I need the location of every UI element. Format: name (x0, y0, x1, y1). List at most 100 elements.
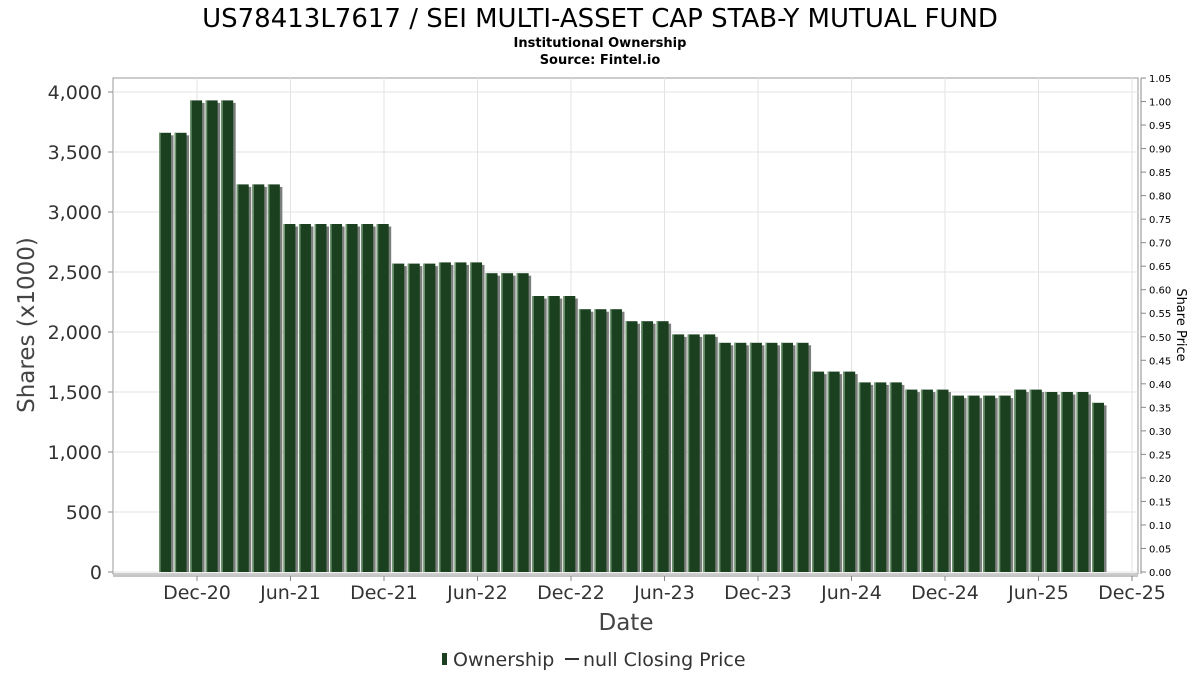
right-tick-label: 0.25 (1149, 450, 1171, 461)
bar-swatch-icon (442, 653, 447, 665)
bar (174, 132, 190, 573)
x-tick-label: Dec-22 (537, 582, 605, 604)
right-tick-label: 0.10 (1149, 521, 1171, 532)
y-tick-label: 3,000 (48, 202, 102, 224)
bar (345, 224, 361, 572)
bar (967, 395, 983, 572)
bar (718, 342, 734, 572)
right-tick-label: 0.50 (1149, 333, 1171, 344)
bar (1014, 389, 1029, 572)
bar (1076, 392, 1091, 572)
y-tick-label: 2,000 (48, 322, 102, 344)
bar (298, 224, 314, 572)
right-tick-label: 0.00 (1149, 568, 1171, 579)
right-tick-label: 0.20 (1149, 474, 1171, 485)
bar (749, 342, 765, 572)
right-tick-label: 0.90 (1149, 145, 1171, 156)
bar (330, 224, 345, 572)
bar (625, 321, 640, 572)
x-tick-label: Dec-24 (911, 582, 979, 604)
bar (734, 342, 749, 572)
y-tick-label: 2,500 (48, 262, 102, 284)
bar (470, 262, 485, 572)
right-tick-label: 0.75 (1149, 215, 1171, 226)
right-tick-label: 0.15 (1149, 497, 1171, 508)
bar (236, 184, 252, 572)
bar (905, 389, 920, 572)
right-tick-label: 0.80 (1149, 192, 1171, 203)
x-tick-label: Jun-24 (820, 582, 882, 604)
bar (532, 296, 547, 572)
bar (874, 382, 889, 572)
x-tick-label: Jun-21 (259, 582, 321, 604)
chart-subtitle-ownership: Institutional Ownership (514, 36, 687, 51)
bar (1045, 392, 1060, 572)
right-tick-label: 1.05 (1149, 74, 1171, 85)
bar (920, 389, 936, 572)
bar (454, 262, 469, 572)
x-tick-label: Dec-23 (724, 582, 792, 604)
x-tick-label: Jun-22 (446, 582, 508, 604)
bar (516, 273, 532, 572)
y-tick-label: 1,000 (48, 442, 102, 464)
bar (252, 184, 267, 572)
bar (485, 273, 501, 572)
bar (765, 342, 780, 572)
bar (781, 342, 796, 572)
x-tick-label: Dec-21 (350, 582, 418, 604)
bar (858, 382, 874, 572)
bar (952, 395, 967, 572)
y-tick-label: 500 (66, 502, 102, 524)
right-axis-ticks: 0.00 0.05 0.10 0.15 0.20 0.25 0.30 0.35 0.40 0.45… (1141, 74, 1171, 579)
right-tick-label: 0.65 (1149, 262, 1171, 273)
bar (983, 395, 998, 572)
bar (267, 184, 283, 572)
x-tick-label: Jun-23 (633, 582, 695, 604)
bar (889, 382, 905, 572)
right-tick-label: 0.70 (1149, 239, 1171, 250)
right-tick-label: 0.40 (1149, 380, 1171, 391)
x-axis-ticks: Dec-20 Jun-21 Dec-21 Jun-22 Dec-22 Jun-23 Dec-… (163, 576, 1166, 604)
bar (936, 389, 951, 572)
right-tick-label: 0.45 (1149, 356, 1171, 367)
x-tick-label: Dec-25 (1098, 582, 1166, 604)
bar (190, 100, 205, 573)
right-tick-label: 0.85 (1149, 168, 1171, 179)
bar (547, 296, 563, 572)
y-tick-label: 4,000 (48, 82, 102, 104)
y-tick-label: 0 (90, 562, 102, 584)
x-tick-label: Jun-25 (1007, 582, 1069, 604)
legend-label-closing-price: null Closing Price (583, 649, 746, 671)
x-tick-label: Dec-20 (163, 582, 231, 604)
bar (656, 321, 672, 572)
bar (159, 132, 174, 573)
bar (796, 342, 812, 572)
bar (843, 371, 858, 572)
right-tick-label: 0.05 (1149, 544, 1171, 555)
bar (221, 100, 236, 573)
right-tick-label: 0.95 (1149, 121, 1171, 132)
bar (438, 262, 454, 572)
bar (687, 334, 703, 572)
bar (641, 321, 656, 572)
bar (314, 224, 329, 572)
y-tick-label: 1,500 (48, 382, 102, 404)
bar (423, 263, 438, 572)
bar (563, 296, 578, 572)
y-axis-label: Shares (x1000) (14, 237, 40, 413)
y-tick-label: 3,500 (48, 142, 102, 164)
bar (1060, 392, 1076, 572)
right-tick-label: 0.30 (1149, 427, 1171, 438)
chart-subtitle-source: Source: Fintel.io (540, 53, 661, 68)
bar (812, 371, 827, 572)
bar (672, 334, 687, 572)
bar (376, 224, 392, 572)
y-axis-ticks: 0 500 1,000 1,500 2,000 2,500 3,000 3,500 4,000 (48, 82, 113, 584)
bar-series-ownership (159, 100, 1107, 573)
right-axis-label: Share Price (1173, 288, 1188, 361)
right-tick-label: 0.55 (1149, 309, 1171, 320)
chart-title: US78413L7617 / SEI MULTI-ASSET CAP STAB-… (202, 4, 998, 34)
right-tick-label: 0.60 (1149, 286, 1171, 297)
bar (407, 263, 423, 572)
